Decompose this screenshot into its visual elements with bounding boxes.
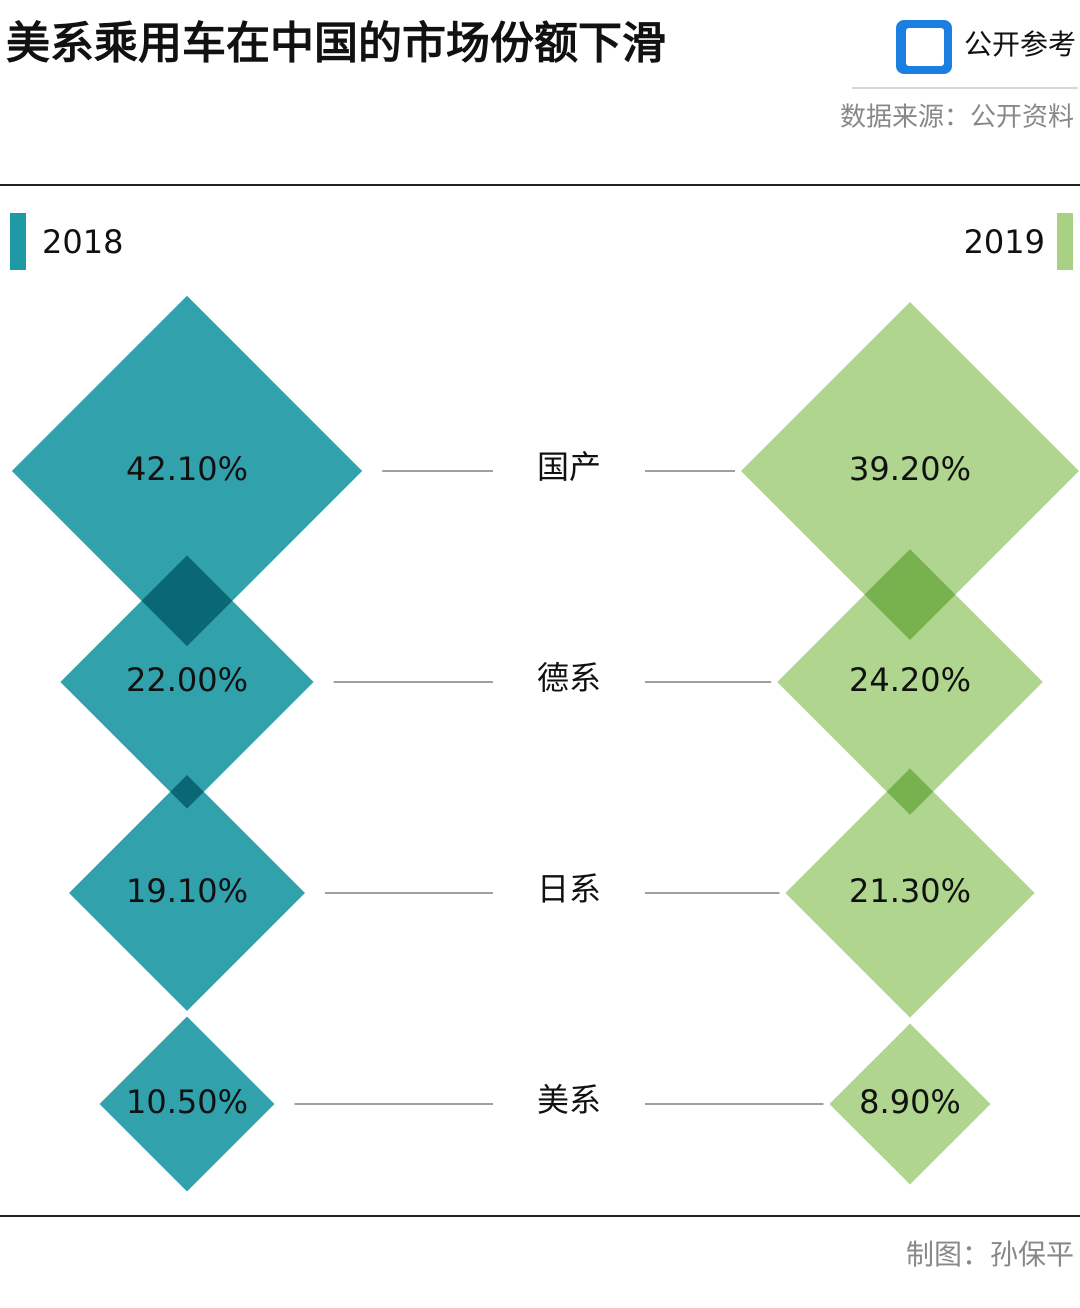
diamond [785, 768, 1035, 1018]
legend-label: 2019 [964, 223, 1045, 261]
credit: 制图：孙保平 [906, 1238, 1074, 1271]
category-label: 美系 [537, 1081, 601, 1119]
legend-swatch [10, 213, 26, 270]
diamond [777, 549, 1043, 815]
category-label: 德系 [537, 659, 601, 697]
diamond [740, 301, 1080, 641]
diamond [829, 1023, 991, 1185]
value-label: 42.10% [126, 450, 248, 488]
category-label: 日系 [537, 870, 601, 908]
value-label: 21.30% [849, 872, 971, 910]
source: 数据来源：公开资料 [840, 103, 1074, 133]
value-label: 22.00% [126, 661, 248, 699]
diamond [11, 295, 363, 647]
value-label: 39.20% [849, 450, 971, 488]
value-label: 19.10% [126, 872, 248, 910]
diamond [60, 555, 314, 809]
brand-icon-inner [906, 28, 944, 66]
legend-label: 2018 [42, 223, 123, 261]
value-label: 24.20% [849, 661, 971, 699]
diamond [69, 775, 305, 1011]
legend-swatch [1057, 213, 1073, 270]
value-label: 10.50% [126, 1083, 248, 1121]
chart-title: 美系乘用车在中国的市场份额下滑 [6, 18, 666, 69]
category-label: 国产 [537, 448, 601, 486]
value-label: 8.90% [859, 1083, 961, 1121]
diamond [99, 1016, 275, 1192]
brand-name: 公开参考 [964, 28, 1076, 61]
